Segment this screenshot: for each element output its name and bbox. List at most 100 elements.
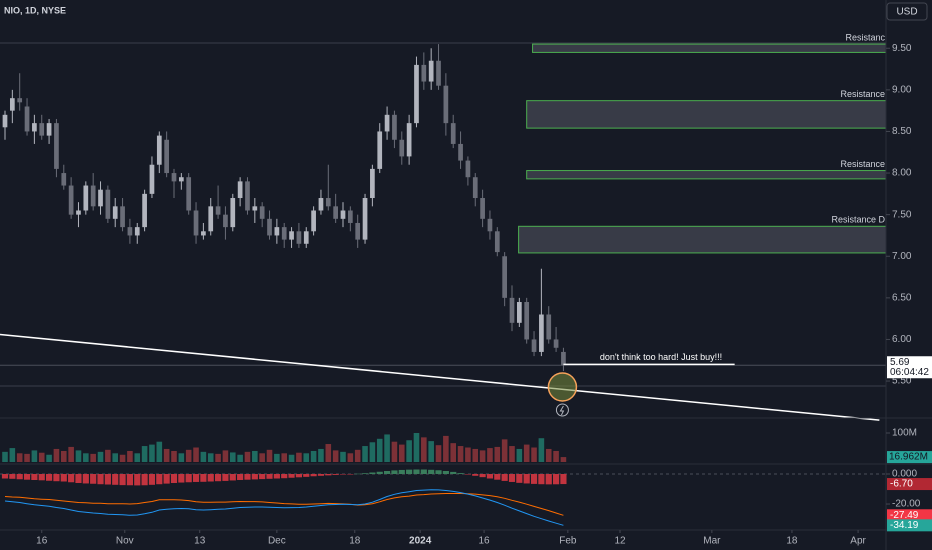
currency-button[interactable] [886, 2, 928, 21]
volume-bar [75, 450, 82, 462]
candle-body [281, 227, 287, 240]
candle-body [61, 173, 67, 186]
macd-hist-bar [237, 474, 244, 481]
event-icon [555, 403, 569, 417]
volume-bar [229, 452, 236, 462]
candle-body [149, 164, 155, 194]
macd-hist-bar [435, 470, 442, 475]
volume-bar [369, 442, 376, 462]
volume-bar [185, 449, 192, 462]
zone-label: Resistanc [845, 32, 885, 42]
volume-bar [207, 453, 214, 462]
candle-body [9, 98, 15, 111]
candle-body [32, 123, 37, 132]
candle-body [83, 185, 89, 211]
macd-hist-bar [479, 474, 486, 478]
macd-hist-bar [229, 474, 236, 481]
macd-hist-bar [68, 474, 75, 483]
macd-hist-bar [413, 469, 420, 475]
price-label: 5.69 [890, 357, 910, 368]
volume-bar [465, 447, 471, 462]
macd-hist-bar [1, 474, 9, 479]
macd-hist-bar [214, 474, 222, 482]
macd-hist-bar [538, 474, 545, 485]
x-tick-label: Feb [559, 536, 577, 547]
x-tick-label: 2024 [409, 536, 432, 547]
volume-bar [31, 450, 38, 462]
candle-body [340, 210, 346, 219]
zone-label: Resistance [840, 89, 885, 99]
candle-body [156, 135, 162, 165]
zone-label: Resistance [840, 159, 885, 169]
macd-hist-bar [141, 474, 148, 486]
currency[interactable]: USD [896, 7, 917, 18]
candle-body [465, 160, 471, 178]
volume-bar [215, 453, 221, 462]
signal-last-label: -27.49 [890, 510, 919, 521]
x-tick-label: 18 [786, 536, 798, 547]
candle-body [421, 64, 427, 82]
candle-body [516, 302, 522, 323]
volume-bar [178, 453, 185, 462]
volume-bar [127, 450, 133, 462]
macd-hist-bar [457, 473, 464, 475]
candle-body [142, 193, 147, 228]
macd-hist-bar [552, 474, 560, 485]
event-icon-bolt [559, 405, 565, 416]
volume-bar [200, 451, 207, 462]
macd-hist-bar [126, 474, 133, 486]
macd-hist-bar [530, 474, 538, 484]
macd-hist-bar [428, 469, 435, 475]
candle-body [127, 227, 133, 236]
macd-hist-bar [354, 473, 361, 475]
candle-body [362, 198, 368, 240]
macd-hist-bar [23, 474, 31, 480]
volume-bar [296, 452, 302, 462]
macd-hist-bar [486, 474, 494, 479]
marker-circle [547, 372, 578, 402]
volume-bar [347, 453, 354, 462]
volume-bar [354, 449, 361, 462]
candle-body [120, 206, 125, 228]
macd-hist-bar [450, 471, 457, 475]
volume-bar [46, 454, 52, 462]
resistance-zone [532, 43, 886, 53]
candle-body [267, 218, 272, 236]
candle-body [406, 123, 412, 157]
x-tick-label: 12 [614, 536, 626, 547]
candle-body [531, 339, 537, 352]
y-tick-label: 7.50 [892, 209, 912, 220]
macd-hist-bar [464, 474, 471, 475]
volume-bar [318, 448, 324, 462]
x-tick-label: Nov [116, 536, 134, 547]
x-tick-label: 13 [194, 536, 206, 547]
signal-last-label-bg [887, 509, 932, 522]
volume-bar [545, 448, 552, 462]
resistance-zone [518, 225, 886, 254]
volume-bar [509, 446, 515, 462]
candle-body [193, 210, 199, 236]
y-tick-label: 6.00 [892, 334, 912, 345]
candle-body [458, 143, 463, 161]
volume-bar [516, 448, 523, 462]
volume-bar [134, 453, 141, 462]
candle-body [252, 206, 258, 211]
y-tick-label: 9.50 [892, 43, 912, 54]
candle-body [90, 185, 96, 207]
macd-hist-bar [104, 474, 111, 485]
macd-hist-bar [9, 474, 16, 479]
volume-bar [472, 448, 479, 462]
candle-body [539, 314, 544, 352]
candle-body [98, 189, 103, 207]
volume-bar [413, 432, 420, 462]
macd-tick-label: -20.00 [892, 499, 921, 510]
candle-body [201, 231, 206, 236]
candle-body [289, 231, 294, 240]
candle-body [377, 131, 383, 169]
macd-hist-bar [178, 474, 185, 483]
macd-hist-bar [472, 474, 479, 476]
y-tick-label: 7.00 [892, 251, 912, 262]
